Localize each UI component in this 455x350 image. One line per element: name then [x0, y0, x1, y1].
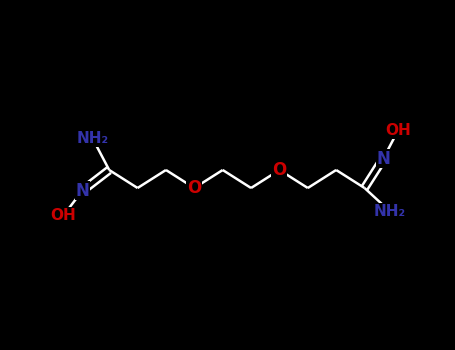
Text: OH: OH	[385, 123, 411, 138]
Text: NH₂: NH₂	[374, 204, 406, 219]
Text: N: N	[76, 182, 89, 199]
Text: NH₂: NH₂	[77, 131, 109, 146]
Text: N: N	[376, 149, 390, 168]
Text: O: O	[272, 161, 287, 179]
Text: O: O	[187, 179, 202, 197]
Text: OH: OH	[51, 208, 76, 223]
